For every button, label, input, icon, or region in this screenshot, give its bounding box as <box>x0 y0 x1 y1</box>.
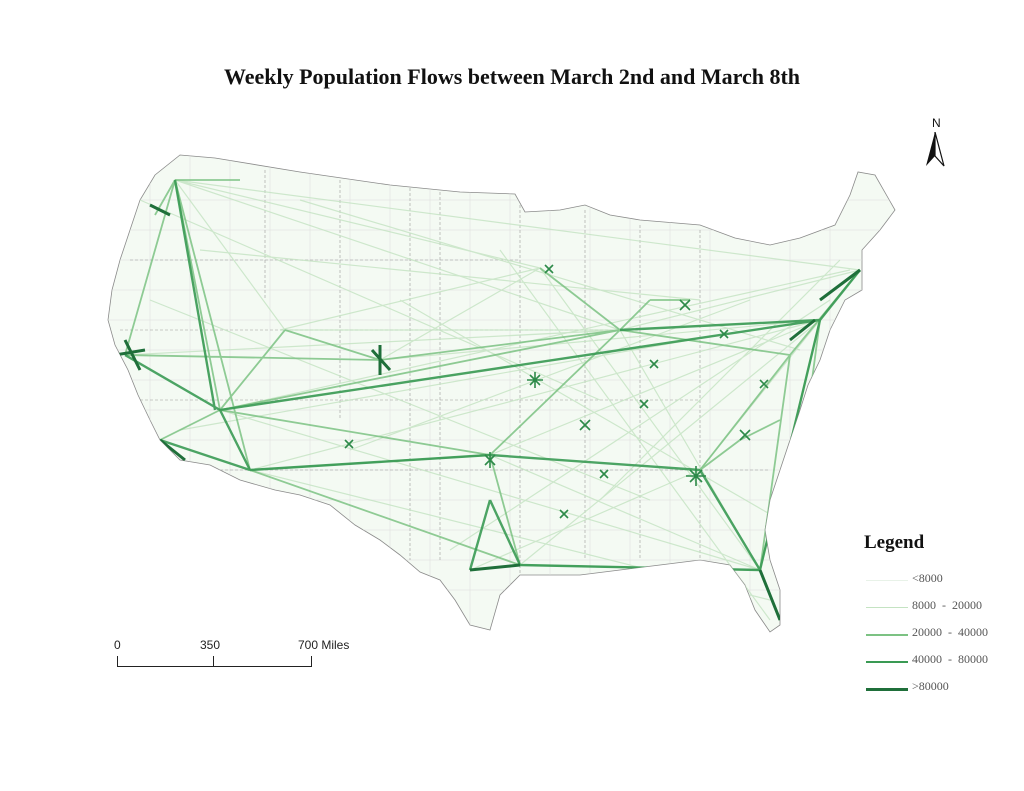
legend-label: >80000 <box>912 679 949 693</box>
scale-tick <box>213 656 214 667</box>
scale-label-350: 350 <box>200 638 221 652</box>
legend-swatch <box>866 607 908 608</box>
map-title: Weekly Population Flows between March 2n… <box>223 64 801 89</box>
scale-label-700: 700 Miles <box>298 638 350 652</box>
scale-line <box>117 666 312 667</box>
legend-swatch <box>866 580 908 581</box>
legend-title: Legend <box>864 532 925 553</box>
legend-item-gt-80000: >80000 <box>864 676 1024 703</box>
legend-swatch <box>866 688 908 691</box>
legend-item-20000-40000: 20000 - 40000 <box>864 622 1024 649</box>
legend-item-8000-20000: 8000 - 20000 <box>864 595 1024 622</box>
scale-label-0: 0 <box>114 638 121 652</box>
north-arrow-icon <box>926 132 945 167</box>
scale-bar: 0 350 700 Miles <box>112 638 362 672</box>
legend: Legend <8000 8000 - 20000 20000 - 40000 … <box>864 532 1024 703</box>
north-label: N <box>932 116 941 130</box>
legend-swatch <box>866 634 908 636</box>
legend-item-lt-8000: <8000 <box>864 568 1024 595</box>
north-arrow: N <box>924 116 952 172</box>
scale-tick <box>311 656 312 667</box>
scale-tick <box>117 656 118 667</box>
legend-label: 40000 - 80000 <box>912 652 988 666</box>
legend-label: 20000 - 40000 <box>912 625 988 639</box>
legend-label: <8000 <box>912 571 943 585</box>
legend-swatch <box>866 661 908 663</box>
legend-label: 8000 - 20000 <box>912 598 982 612</box>
legend-item-40000-80000: 40000 - 80000 <box>864 649 1024 676</box>
